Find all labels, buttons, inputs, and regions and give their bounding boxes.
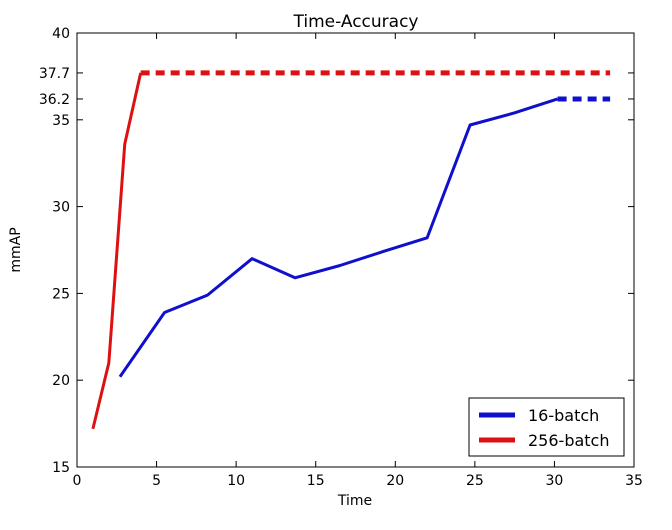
x-tick-label: 30	[546, 473, 564, 489]
series-line-256-batch	[91, 72, 143, 430]
x-tick-label: 20	[386, 473, 404, 489]
x-tick-label: 25	[466, 473, 484, 489]
x-axis-title: Time	[337, 493, 372, 509]
y-tick-label: 15	[52, 460, 70, 476]
y-tick-label: 35	[52, 113, 70, 129]
legend-label-256-batch: 256-batch	[528, 431, 609, 450]
legend-label-16-batch: 16-batch	[528, 406, 599, 425]
series-line-16-batch	[118, 97, 559, 378]
y-tick-label: 30	[52, 200, 70, 216]
chart-title: Time-Accuracy	[293, 12, 419, 32]
y-tick-label: 20	[52, 373, 70, 389]
y-tick-label: 40	[52, 26, 70, 42]
legend-box	[468, 397, 625, 457]
y-axis-title: mmAP	[8, 227, 24, 272]
x-tick-label: 10	[227, 473, 245, 489]
legend: 16-batch 256-batch	[468, 397, 625, 457]
x-tick-label: 5	[152, 473, 161, 489]
x-tick-label: 15	[307, 473, 325, 489]
plot-frame	[76, 32, 635, 468]
x-tick-label: 35	[625, 473, 643, 489]
series-layer	[91, 70, 611, 430]
y-tick-label: 25	[52, 286, 70, 302]
y-tick-label: 37.7	[39, 66, 70, 82]
ticks-layer: 0 5 10 15 20 25 30 35 15 20 25 30 35 36.2 37.7 40	[39, 26, 643, 489]
x-tick-label: 0	[73, 473, 82, 489]
y-tick-label: 36.2	[39, 92, 70, 108]
